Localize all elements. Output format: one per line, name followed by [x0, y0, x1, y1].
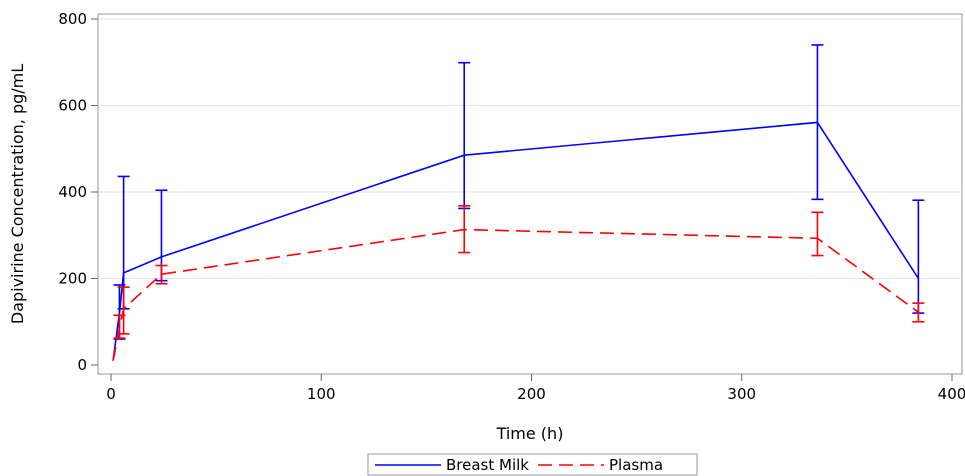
error-bar-plasma — [117, 286, 130, 335]
legend-label-plasma: Plasma — [609, 456, 663, 474]
x-tick-label: 300 — [727, 385, 756, 403]
error-bar-breast-milk — [912, 199, 925, 314]
y-tick-label: 800 — [58, 10, 87, 28]
y-tick-label: 200 — [58, 270, 87, 288]
series-plasma — [112, 205, 925, 361]
legend-label-breast-milk: Breast Milk — [446, 456, 529, 474]
series-line-breast-milk — [112, 121, 920, 361]
series-breast-milk — [112, 44, 925, 361]
error-bar-plasma — [458, 205, 471, 254]
error-bar-plasma — [912, 302, 925, 323]
axes: 0 200 400 600 800 0 100 200 300 400 — [58, 10, 965, 403]
legend: Breast Milk Plasma — [367, 453, 698, 476]
x-axis-title: Time (h) — [496, 424, 564, 443]
error-bar-plasma — [811, 211, 824, 257]
x-tick-label: 200 — [517, 385, 546, 403]
y-tick-label: 400 — [58, 183, 87, 201]
y-axis-title: Dapivirine Concentration, pg/mL — [8, 64, 27, 324]
error-bar-breast-milk — [811, 44, 824, 201]
y-tick-label: 0 — [77, 356, 87, 374]
error-bar-plasma — [155, 264, 168, 285]
series — [112, 44, 925, 361]
x-tick-label: 400 — [938, 385, 965, 403]
series-line-plasma — [112, 228, 919, 361]
y-tick-label: 600 — [58, 97, 87, 115]
plot-area-frame — [97, 13, 963, 375]
x-tick-label: 0 — [106, 385, 116, 403]
error-bar-breast-milk — [458, 61, 471, 210]
legend-frame — [367, 453, 698, 476]
x-tick-label: 100 — [307, 385, 336, 403]
